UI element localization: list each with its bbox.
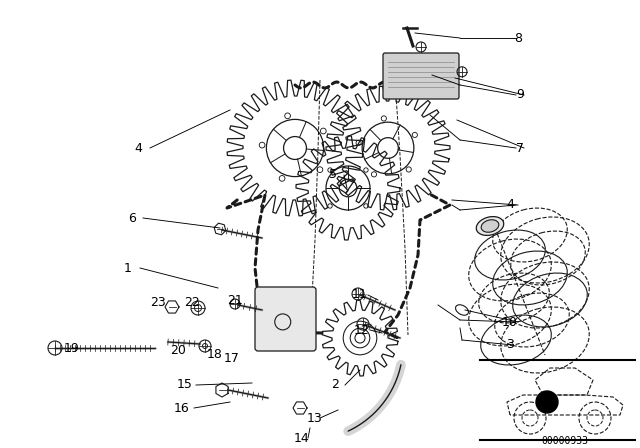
Ellipse shape [481, 220, 499, 232]
Text: 2: 2 [331, 379, 339, 392]
Text: 00000933: 00000933 [541, 436, 589, 446]
Text: 4: 4 [506, 198, 514, 211]
Ellipse shape [476, 216, 504, 235]
Text: 8: 8 [514, 31, 522, 44]
Text: 21: 21 [227, 293, 243, 306]
Text: 4: 4 [134, 142, 142, 155]
Text: 3: 3 [506, 339, 514, 352]
Text: 12: 12 [354, 323, 370, 336]
Text: 10: 10 [502, 315, 518, 328]
Circle shape [536, 391, 558, 413]
Text: 13: 13 [307, 412, 323, 425]
Text: 16: 16 [174, 401, 190, 414]
Text: 6: 6 [128, 211, 136, 224]
FancyBboxPatch shape [383, 53, 459, 99]
Text: 22: 22 [184, 297, 200, 310]
Text: 23: 23 [150, 297, 166, 310]
Text: 7: 7 [516, 142, 524, 155]
Text: 1: 1 [124, 262, 132, 275]
FancyBboxPatch shape [255, 287, 316, 351]
Text: 17: 17 [224, 352, 240, 365]
Text: 9: 9 [516, 89, 524, 102]
Text: 18: 18 [207, 349, 223, 362]
Text: 15: 15 [177, 379, 193, 392]
Text: 11: 11 [352, 289, 368, 302]
Text: 20: 20 [170, 344, 186, 357]
Text: 14: 14 [294, 431, 310, 444]
Text: 5: 5 [329, 168, 337, 181]
Text: 19: 19 [64, 341, 80, 354]
